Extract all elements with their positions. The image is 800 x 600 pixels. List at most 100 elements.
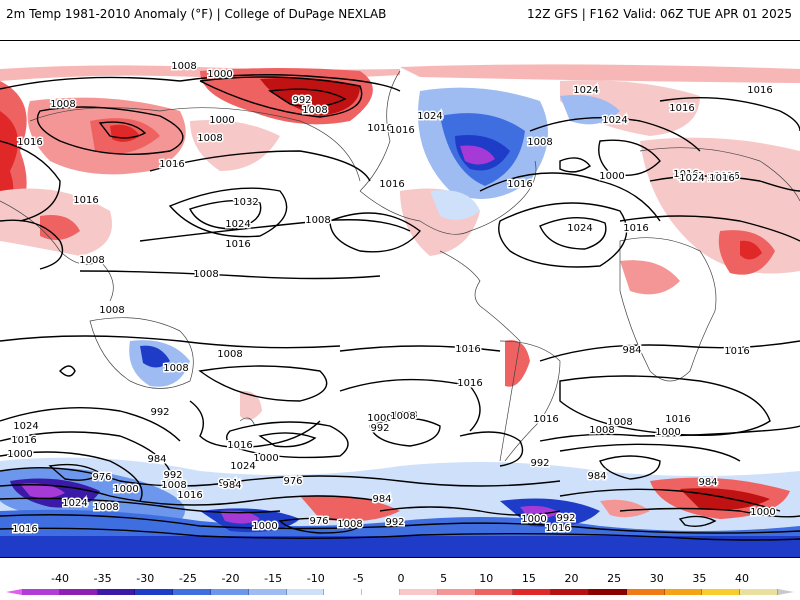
- isobar-label: 1008: [163, 363, 188, 374]
- isobar-label-halo: 1016: [227, 440, 252, 451]
- isobar-label: 1016: [11, 435, 36, 446]
- isobar-label-halo: 1008: [163, 363, 188, 374]
- isobar-label-halo: 1024: [567, 223, 592, 234]
- isobar-label: 984: [222, 480, 241, 491]
- isobar-label-halo: 1016: [709, 173, 734, 184]
- model-run-info: 12Z GFS | F162 Valid: 06Z TUE APR 01 202…: [526, 7, 792, 21]
- isobar-label: 1000: [113, 484, 138, 495]
- isobar-label: 984: [218, 478, 237, 489]
- isobar-label-halo: 1008: [305, 215, 330, 226]
- isobar-label-halo: 1016: [673, 169, 698, 180]
- isobar-label-halo: 1008: [527, 137, 552, 148]
- isobar-label-halo: 1016: [11, 435, 36, 446]
- isobar-label: 1016: [724, 346, 749, 357]
- isobar-label: 1016: [677, 171, 702, 182]
- isobar-label: 976: [309, 516, 328, 527]
- isobar-label-halo: 992: [370, 423, 389, 434]
- isobar-label: 1008: [99, 305, 124, 316]
- isobar-label: 1016: [367, 123, 392, 134]
- isobar-label: 1000: [521, 514, 546, 525]
- isobar-label: 1000: [7, 449, 32, 460]
- colorbar-tick-label: 5: [440, 572, 448, 585]
- isobar-label-halo: 1000: [521, 514, 546, 525]
- isobar-label-halo: 1008: [390, 411, 415, 422]
- isobar-label-halo: 1016: [389, 125, 414, 136]
- isobar-label: 1016: [533, 414, 558, 425]
- isobar-label-halo: 1016: [17, 137, 42, 148]
- isobar-label: 1000: [599, 171, 624, 182]
- isobar-label-halo: 1016: [457, 378, 482, 389]
- isobar-label: 1000: [253, 453, 278, 464]
- isobar-label: 1016: [455, 344, 480, 355]
- isobar-label-halo: 1000: [113, 484, 138, 495]
- colorbar-segment: [324, 589, 363, 595]
- colorbar-segment: [664, 589, 703, 595]
- isobar-label: 1016: [159, 159, 184, 170]
- isobar-label-halo: 992: [530, 458, 549, 469]
- colorbar-tick-label: -35: [93, 572, 112, 585]
- isobar-label-halo: 1024: [602, 115, 627, 126]
- isobar-label: 1016: [177, 490, 202, 501]
- isobar-label: 984: [698, 477, 717, 488]
- colorbar-segment: [97, 589, 136, 595]
- isobar-label-halo: 1016: [747, 85, 772, 96]
- isobar-label: 1024: [13, 421, 38, 432]
- isobar-label-halo: 1024: [62, 498, 87, 509]
- isobar-label-halo: 1000: [252, 521, 277, 532]
- isobar-label: 1000: [207, 69, 232, 80]
- isobar-label: 1016: [714, 171, 739, 182]
- colorbar-tick-label: 15: [521, 572, 536, 585]
- isobar-label: 1008: [79, 255, 104, 266]
- isobar-label-halo: 1016: [545, 523, 570, 534]
- isobar-label-halo: 984: [222, 480, 241, 491]
- isobar-label: 1008: [390, 411, 415, 422]
- isobar-label: 992: [163, 470, 182, 481]
- colorbar-segment: [210, 589, 249, 595]
- isobar-label: 1024: [573, 85, 598, 96]
- isobar-label-halo: 1008: [171, 61, 196, 72]
- isobar-label: 1016: [225, 239, 250, 250]
- isobar-label-halo: 992: [385, 517, 404, 528]
- isobar-label: 1008: [392, 410, 417, 421]
- isobar-label-halo: 976: [283, 476, 302, 487]
- isobar-label: 1016: [707, 173, 732, 184]
- isobar-label-halo: 1016: [12, 524, 37, 535]
- isobar-label-halo: 1016: [533, 414, 558, 425]
- colorbar-tick-label: -10: [306, 572, 325, 585]
- isobar-label-halo: 984: [218, 478, 237, 489]
- isobar-label: 1024: [602, 115, 627, 126]
- isobar-label-halo: 1016: [73, 195, 98, 206]
- colorbar-segment: [626, 589, 665, 595]
- colorbar-tick-label: -5: [352, 572, 364, 585]
- isobar-label: 984: [622, 345, 641, 356]
- isobar-label-halo: 1016: [714, 171, 739, 182]
- isobar-label: 1008: [50, 99, 75, 110]
- isobar-label-halo: 1000: [367, 413, 392, 424]
- colorbar-tick-label: 0: [397, 572, 405, 585]
- isobar-label-halo: 1016: [677, 171, 702, 182]
- isobar-label: 1000: [209, 115, 234, 126]
- isobar-label-halo: 1016: [623, 223, 648, 234]
- colorbar-segment: [173, 589, 211, 595]
- isobar-label: 1016: [545, 523, 570, 534]
- header: 2m Temp 1981-2010 Anomaly (°F) | College…: [0, 0, 800, 32]
- isobar-label: 1016: [457, 378, 482, 389]
- isobar-label: 992: [292, 95, 311, 106]
- colorbar-segment: [59, 589, 98, 595]
- colorbar-segment: [437, 589, 476, 595]
- isobar-label: 1032: [233, 197, 258, 208]
- isobar-label-halo: 1008: [302, 105, 327, 116]
- isobar-label-halo: 984: [372, 494, 391, 505]
- isobar-label-halo: 1000: [7, 449, 32, 460]
- isobar-label-halo: 976: [92, 472, 111, 483]
- coastlines: [0, 70, 800, 462]
- isobar-label-halo: 1008: [161, 480, 186, 491]
- colorbar-segment: [551, 589, 589, 595]
- isobar-label-halo: 1008: [607, 417, 632, 428]
- isobar-label: 976: [92, 472, 111, 483]
- isobar-label: 1000: [750, 507, 775, 518]
- colorbar-tick-label: -30: [136, 572, 155, 585]
- isobar-label-halo: 992: [163, 470, 182, 481]
- isobar-label: 1008: [589, 425, 614, 436]
- anomaly-shading: [0, 64, 800, 557]
